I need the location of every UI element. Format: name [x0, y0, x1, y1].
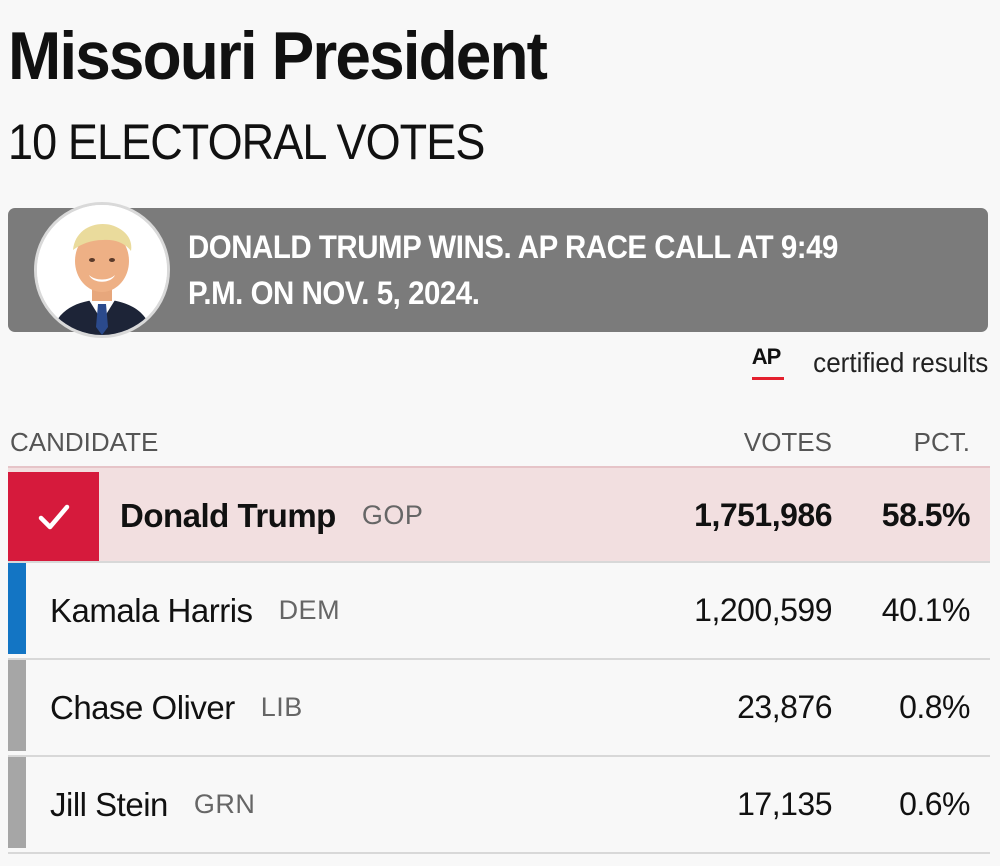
race-call-text: DONALD TRUMP WINS. AP RACE CALL AT 9:49 …: [188, 229, 838, 311]
electoral-votes-subtitle: 10 ELECTORAL VOTES: [8, 114, 485, 170]
ap-logo-text: AP: [751, 344, 782, 369]
candidate-votes: 1,200,599: [694, 592, 832, 628]
table-row: Kamala Harris DEM 1,200,599 40.1%: [8, 563, 990, 660]
race-call-banner: DONALD TRUMP WINS. AP RACE CALL AT 9:49 …: [8, 202, 988, 338]
source-attribution: AP certified results: [751, 342, 988, 384]
candidate-pct: 0.6%: [899, 786, 970, 822]
winner-check-icon: [8, 472, 99, 561]
page-title: Missouri President: [8, 18, 548, 94]
candidate-party: GRN: [193, 789, 256, 819]
results-table: Donald Trump GOP 1,751,986 58.5% Kamala …: [8, 466, 990, 854]
candidate-name: Kamala Harris: [50, 591, 253, 629]
candidate-name: Jill Stein: [50, 785, 168, 823]
candidate-cell: Kamala Harris DEM: [50, 563, 340, 658]
table-row: Chase Oliver LIB 23,876 0.8%: [8, 660, 990, 757]
certified-results-label: certified results: [812, 347, 988, 378]
checkmark-icon: [38, 504, 69, 529]
results-table-header: CANDIDATE VOTES PCT.: [10, 422, 970, 462]
party-color-bar: [8, 757, 26, 848]
table-row: Donald Trump GOP 1,751,986 58.5%: [8, 466, 990, 563]
ap-logo: AP: [751, 344, 786, 382]
pct-column-header: PCT.: [913, 427, 970, 457]
portrait-illustration: [37, 205, 167, 335]
candidate-cell: Donald Trump GOP: [120, 468, 423, 563]
table-row: Jill Stein GRN 17,135 0.6%: [8, 757, 990, 854]
candidate-party: DEM: [278, 595, 341, 625]
candidate-party: GOP: [361, 500, 424, 530]
votes-column-header: VOTES: [743, 427, 832, 457]
candidate-cell: Chase Oliver LIB: [50, 660, 303, 755]
candidate-name: Donald Trump: [120, 496, 336, 534]
candidate-column-header: CANDIDATE: [10, 427, 159, 457]
party-color-bar: [8, 660, 26, 751]
candidate-party: LIB: [260, 692, 303, 722]
party-color-bar: [8, 563, 26, 654]
candidate-pct: 58.5%: [881, 497, 971, 533]
candidate-votes: 1,751,986: [694, 497, 832, 533]
candidate-pct: 40.1%: [881, 592, 971, 628]
candidate-name: Chase Oliver: [50, 688, 235, 726]
candidate-votes: 23,876: [737, 689, 832, 725]
candidate-portrait-icon: [34, 202, 170, 338]
candidate-pct: 0.8%: [899, 689, 970, 725]
candidate-cell: Jill Stein GRN: [50, 757, 255, 852]
candidate-votes: 17,135: [737, 786, 832, 822]
